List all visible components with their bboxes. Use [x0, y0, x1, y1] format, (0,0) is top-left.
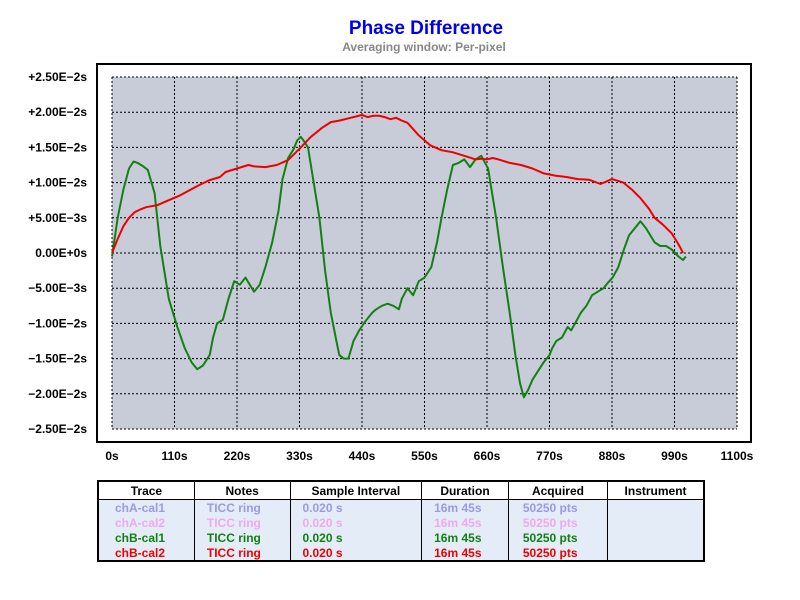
legend-header-notes: Notes — [193, 480, 291, 500]
x-tick-label: 0s — [105, 449, 119, 463]
y-tick-label: −2.50E−2s — [28, 422, 87, 436]
phase-difference-chart: +2.50E−2s +2.00E−2s +1.50E−2s +1.00E−2s +5.0… — [28, 63, 754, 463]
legend-header-duration: Duration — [421, 480, 509, 500]
y-tick-label: +2.00E−2s — [28, 105, 87, 119]
legend-cell-trace: chA-cal1 — [97, 499, 195, 515]
x-tick-label: 550s — [411, 449, 438, 463]
y-tick-label: +1.00E−2s — [28, 176, 87, 190]
chart-title: Phase Difference — [348, 18, 504, 39]
x-tick-label: 770s — [536, 449, 563, 463]
legend-cell-notes: TICC ring — [193, 515, 291, 530]
chart-subtitle: Averaging window: Per-pixel — [342, 40, 506, 54]
legend-cell-instrument — [607, 530, 705, 545]
legend-cell-instrument — [607, 499, 705, 515]
legend-cell-trace: chB-cal1 — [97, 530, 195, 545]
series-line-chB-cal1 — [111, 135, 687, 399]
y-tick-label: −1.00E−2s — [28, 316, 87, 330]
y-tick-label: +5.00E−3s — [28, 211, 87, 225]
legend-body: chA-cal1 TICC ring 0.020 s 16m 45s 50250 pts… — [97, 499, 705, 561]
legend-cell-duration: 16m 45s — [421, 499, 509, 515]
x-tick-label: 220s — [224, 449, 251, 463]
legend-row: chB-cal2 TICC ring 0.020 s 16m 45s 50250 pts — [97, 545, 705, 561]
x-tick-label: 110s — [161, 449, 187, 463]
y-tick-label: −1.50E−2s — [28, 352, 87, 366]
legend-cell-trace: chB-cal2 — [97, 545, 195, 561]
legend-cell-interval: 0.020 s — [289, 515, 423, 530]
x-tick-label: 880s — [599, 449, 626, 463]
legend-cell-notes: TICC ring — [193, 530, 291, 545]
series-layer — [111, 114, 687, 399]
y-tick-label: −5.00E−3s — [28, 281, 87, 295]
legend-cell-trace: chA-cal2 — [97, 515, 195, 530]
legend-row: chA-cal1 TICC ring 0.020 s 16m 45s 50250 pts — [97, 499, 705, 515]
legend-cell-duration: 16m 45s — [421, 530, 509, 545]
x-tick-label: 440s — [349, 449, 376, 463]
legend-cell-interval: 0.020 s — [289, 545, 423, 561]
x-tick-label: 660s — [474, 449, 501, 463]
x-tick-label: 990s — [661, 449, 688, 463]
x-axis: 0s 110s 220s 330s 440s 550s 660s 770s 880s 990s 11… — [105, 449, 753, 463]
legend-cell-duration: 16m 45s — [421, 515, 509, 530]
y-tick-label: −2.00E−2s — [28, 387, 87, 401]
legend-header-trace: Trace — [97, 480, 195, 500]
legend-cell-acquired: 50250 pts — [507, 545, 609, 561]
legend-row: chB-cal1 TICC ring 0.020 s 16m 45s 50250 pts — [97, 530, 705, 545]
y-tick-label: +2.50E−2s — [28, 70, 87, 84]
y-axis: +2.50E−2s +2.00E−2s +1.50E−2s +1.00E−2s +5.0… — [28, 70, 87, 436]
legend-header-row: Trace Notes Sample Interval Duration Acquire… — [97, 480, 705, 500]
legend-cell-interval: 0.020 s — [289, 499, 423, 515]
legend-cell-interval: 0.020 s — [289, 530, 423, 545]
trace-legend-table: Trace Notes Sample Interval Duration Acquire… — [97, 480, 705, 562]
legend-cell-instrument — [607, 545, 705, 561]
series-line-chB-cal2 — [111, 114, 684, 254]
legend-cell-notes: TICC ring — [193, 499, 291, 515]
legend-header-instrument: Instrument — [607, 480, 705, 500]
y-tick-label: 0.00E+0s — [35, 246, 87, 260]
legend-cell-instrument — [607, 515, 705, 530]
y-tick-label: +1.50E−2s — [28, 140, 87, 154]
legend-cell-acquired: 50250 pts — [507, 515, 609, 530]
legend-cell-acquired: 50250 pts — [507, 499, 609, 515]
legend-cell-notes: TICC ring — [193, 545, 291, 561]
legend-cell-duration: 16m 45s — [421, 545, 509, 561]
legend-header-acquired: Acquired — [507, 480, 609, 500]
legend-header-sample-interval: Sample Interval — [289, 480, 423, 500]
x-tick-label: 1100s — [721, 449, 754, 463]
x-tick-label: 330s — [286, 449, 313, 463]
legend-cell-acquired: 50250 pts — [507, 530, 609, 545]
legend-row: chA-cal2 TICC ring 0.020 s 16m 45s 50250 pts — [97, 515, 705, 530]
